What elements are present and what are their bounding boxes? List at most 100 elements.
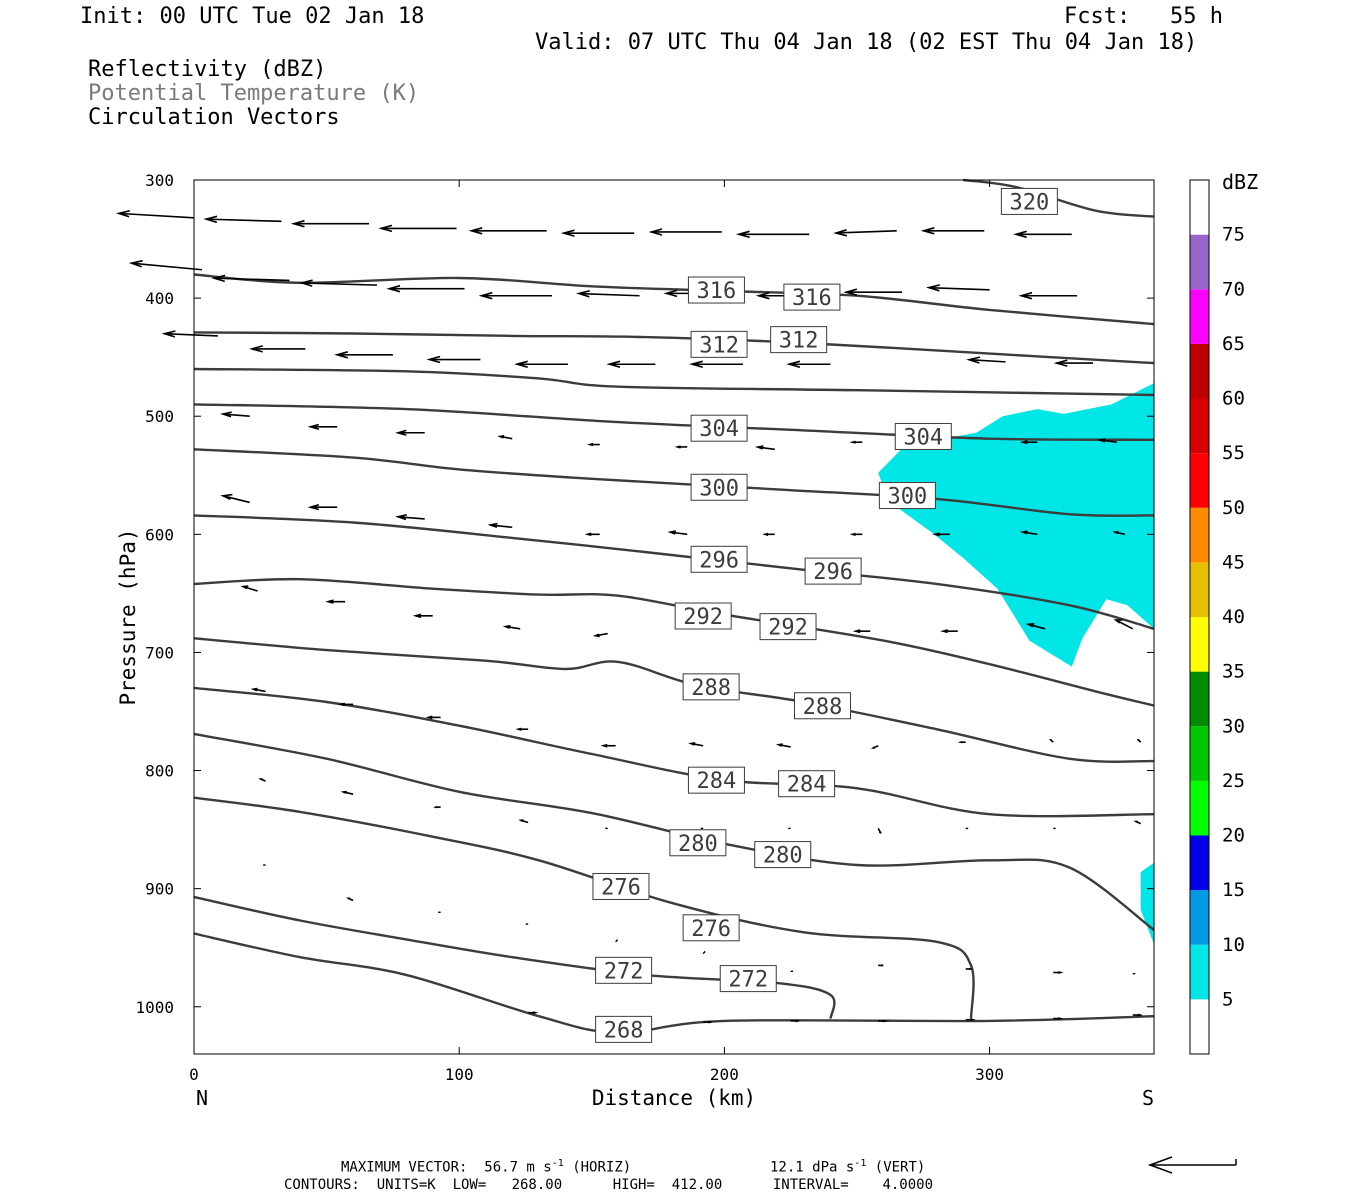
legend-theta: Potential Temperature (K)	[88, 81, 420, 106]
svg-text:272: 272	[728, 968, 768, 993]
contour-label-292-0: 292	[674, 602, 732, 630]
circulation-vector-28	[688, 360, 743, 368]
y-tick-label-300: 300	[145, 171, 174, 190]
colorbar-bin-3	[1190, 835, 1209, 891]
circulation-vector-45	[395, 514, 425, 521]
circulation-vector-92	[702, 950, 706, 955]
colorbar-label-20: 20	[1222, 825, 1245, 847]
svg-text:296: 296	[699, 548, 739, 573]
circulation-vector-55	[325, 599, 346, 604]
circulation-vector-56	[412, 613, 433, 619]
circulation-vector-102	[878, 1019, 889, 1023]
circulation-vector-96	[1053, 971, 1064, 974]
circulation-vector-23	[249, 345, 306, 353]
y-tick-label-400: 400	[145, 289, 174, 308]
circulation-vector-54	[240, 585, 258, 592]
vert-vector-exp: -1	[854, 1158, 867, 1169]
circulation-vector-83	[877, 828, 882, 834]
circulation-vector-6	[648, 228, 722, 236]
x-tick-label-300: 300	[975, 1065, 1004, 1084]
theta-contour-308	[193, 367, 1155, 397]
contour-label-316-1: 316	[783, 283, 841, 311]
circulation-vector-68	[515, 727, 529, 731]
colorbar-bin-9	[1190, 507, 1209, 563]
valid-time: Valid: 07 UTC Thu 04 Jan 18 (02 EST Thu …	[535, 30, 1198, 55]
y-tick-label-800: 800	[145, 762, 174, 781]
contour-label-292-1: 292	[759, 613, 817, 641]
contour-label-304-1: 304	[894, 422, 952, 450]
circulation-vector-78	[433, 805, 441, 809]
circulation-vector-2	[290, 219, 370, 228]
theta-contour-320	[962, 178, 1155, 218]
circulation-vector-75	[1136, 738, 1142, 743]
colorbar-bin-10	[1190, 453, 1209, 508]
contour-label-280-1: 280	[754, 841, 812, 869]
colorbar-bin-7	[1190, 617, 1209, 672]
circulation-vector-48	[667, 530, 688, 536]
circulation-vector-19	[843, 288, 903, 296]
contour-label-288-0: 288	[682, 673, 740, 701]
circulation-vector-74	[1049, 738, 1054, 743]
svg-text:276: 276	[691, 917, 731, 942]
circulation-vector-8	[833, 229, 897, 237]
theta-contour-284	[193, 686, 1155, 818]
axis-layer: 300 400 500 600 700 800 900 1000 0 100 200 300	[135, 171, 1154, 1084]
x-end-left: N	[196, 1086, 208, 1110]
colorbar-label-50: 50	[1222, 497, 1245, 519]
svg-text:288: 288	[803, 695, 843, 720]
colorbar-bin-14	[1190, 234, 1209, 290]
colorbar-label-65: 65	[1222, 333, 1245, 355]
colorbar-bin-4	[1190, 780, 1209, 836]
svg-text:284: 284	[697, 769, 737, 794]
circulation-vector-50	[849, 532, 863, 536]
contour-label-300-0: 300	[690, 473, 748, 501]
contour-info: CONTOURS: UNITS=K LOW= 268.00 HIGH= 412.…	[284, 1177, 934, 1193]
circulation-vector-25	[426, 355, 481, 364]
colorbar-bin-1	[1190, 944, 1209, 1000]
contour-label-layer: 320 316 316 312 312 304 304 300 300 296 296 292 292 2…	[592, 187, 1058, 1043]
circulation-vector-71	[775, 743, 791, 748]
colorbar-label-10: 10	[1222, 934, 1245, 956]
theta-contour-268	[193, 932, 1155, 1034]
circulation-vector-72	[870, 745, 879, 749]
circulation-vector-33	[307, 423, 338, 430]
colorbar-label-40: 40	[1222, 606, 1245, 628]
circulation-vector-32	[220, 411, 250, 418]
circulation-vector-1	[203, 215, 282, 224]
circulation-vector-65	[250, 687, 266, 693]
circulation-vector-11	[128, 259, 203, 271]
circulation-vector-31	[1053, 359, 1094, 367]
reflectivity-region-0	[878, 383, 1154, 667]
horiz-text: (HORIZ)	[563, 1159, 632, 1176]
svg-text:320: 320	[1009, 190, 1049, 215]
circulation-vector-47	[584, 532, 600, 537]
contour-label-316-0: 316	[687, 276, 745, 304]
circulation-vector-86	[1133, 820, 1142, 825]
circulation-vector-34	[395, 429, 425, 436]
colorbar-bin-12	[1190, 343, 1209, 399]
contour-label-280-0: 280	[669, 829, 727, 857]
circulation-vector-67	[425, 715, 441, 720]
max-vector-text: MAXIMUM VECTOR: 56.7 m s	[341, 1159, 552, 1176]
circulation-vector-76	[258, 778, 266, 782]
circulation-vector-103	[965, 1018, 976, 1022]
circulation-vector-20	[925, 284, 990, 292]
circulation-vector-43	[220, 493, 250, 504]
circulation-vector-98	[528, 1011, 539, 1015]
circulation-vector-79	[518, 819, 529, 824]
circulation-vector-42	[1097, 438, 1117, 443]
circulation-vector-35	[497, 435, 513, 440]
svg-text:300: 300	[887, 485, 927, 510]
circulation-vector-26	[513, 360, 568, 368]
svg-text:272: 272	[604, 959, 644, 984]
svg-text:312: 312	[779, 329, 819, 354]
colorbar-label-70: 70	[1222, 278, 1245, 300]
circulation-vector-104	[1053, 1017, 1064, 1020]
x-axis-title: Distance (km)	[592, 1086, 756, 1110]
svg-text:312: 312	[699, 333, 739, 358]
contour-label-284-1: 284	[778, 770, 836, 798]
contour-label-312-0: 312	[690, 330, 748, 358]
theta-contour-312	[193, 331, 1155, 365]
circulation-vector-46	[487, 522, 513, 529]
colorbar-label-45: 45	[1222, 551, 1245, 573]
